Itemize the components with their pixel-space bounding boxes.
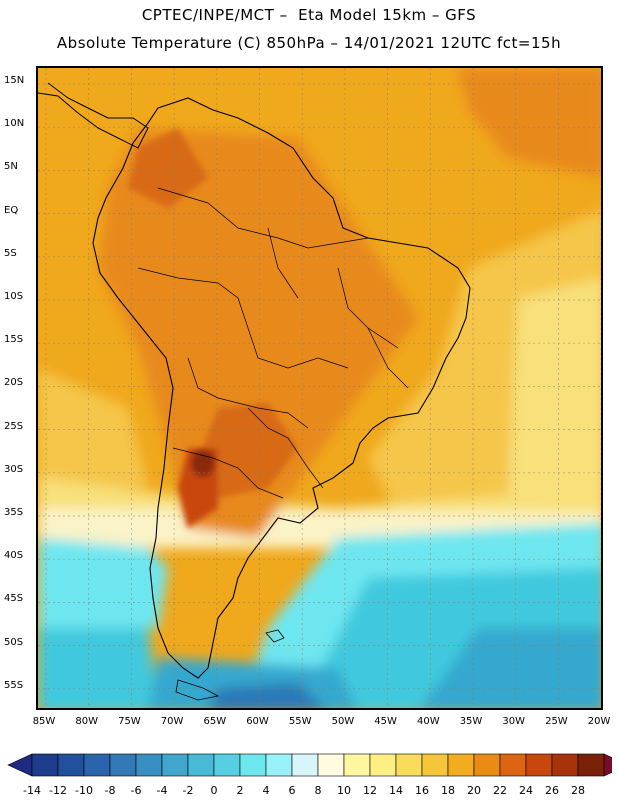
longitude-label: 40W <box>416 716 440 727</box>
colorbar-tick-label: 14 <box>389 784 403 797</box>
field-hotspot <box>191 449 215 477</box>
longitude-label: 45W <box>374 716 397 727</box>
colorbar-cell <box>83 753 111 777</box>
colorbar-cell <box>57 753 85 777</box>
longitude-label: 35W <box>459 716 483 727</box>
tierra-del-fuego <box>175 679 220 701</box>
colorbar-cell <box>473 753 501 777</box>
colorbar-tick-label: 26 <box>545 784 559 797</box>
colorbar-cell <box>447 753 475 777</box>
colorbar-tick-label: -6 <box>130 784 142 797</box>
colorbar-cell <box>239 753 267 777</box>
colorbar-tick-label: 24 <box>519 784 533 797</box>
map-title-line-1: CPTEC/INPE/MCT – Eta Model 15km – GFS <box>141 6 477 24</box>
colorbar-tick-label: 28 <box>571 784 585 797</box>
longitude-label: 70W <box>160 716 184 727</box>
colorbar-cell <box>187 753 215 777</box>
colorbar-tick-label: -14 <box>23 784 41 797</box>
colorbar-tick-label: -10 <box>75 784 93 797</box>
colorbar-tick-label: 12 <box>363 784 377 797</box>
map-panel <box>36 66 603 710</box>
colorbar-cell <box>265 753 293 777</box>
latitude-label: 45S <box>4 593 24 605</box>
colorbar-cell <box>421 753 449 777</box>
latitude-label: EQ <box>4 204 19 216</box>
longitude-label: 55W <box>288 716 312 727</box>
graticule <box>38 68 601 708</box>
country-borders <box>137 187 409 499</box>
longitude-label: 65W <box>203 716 227 727</box>
colorbar-tick-label: 4 <box>262 784 270 797</box>
colorbar-cell <box>31 753 59 777</box>
field-sw-aqua <box>38 628 158 708</box>
colorbar-cell <box>109 753 137 777</box>
latitude-label: 35S <box>4 507 24 518</box>
latitude-label: 50S <box>4 636 24 648</box>
colorbar-cell <box>317 753 345 777</box>
colorbar-cell <box>161 753 189 777</box>
temperature-colorbar <box>7 753 612 777</box>
field-atlantic-yellow <box>508 278 601 498</box>
latitude-label: 30S <box>4 463 24 475</box>
longitude-label: 50W <box>331 716 355 727</box>
central-america-coastline <box>38 82 149 149</box>
colorbar-cell <box>343 753 371 777</box>
colorbar-tick-label: -4 <box>156 784 168 797</box>
colorbar-tick-label: 8 <box>314 784 322 797</box>
latitude-label: 10N <box>4 118 25 130</box>
field-se-teal <box>420 628 601 708</box>
colorbar-left-arrow <box>7 753 33 777</box>
latitude-label: 40S <box>4 550 24 562</box>
field-drake-blue <box>209 683 324 708</box>
latitude-label: 20S <box>4 377 24 389</box>
longitude-label: 30W <box>502 716 525 727</box>
colorbar-right-arrow <box>603 753 612 777</box>
colorbar-tick-label: 20 <box>467 784 481 797</box>
longitude-label: 75W <box>118 716 141 727</box>
colorbar-tick-label: 2 <box>236 784 244 797</box>
colorbar-tick-label: 10 <box>337 784 351 797</box>
colorbar-tick-label: -2 <box>182 784 194 797</box>
colorbar-cell <box>369 753 397 777</box>
field-chaco-hot <box>198 403 298 498</box>
field-ne-ocean-hot <box>458 68 601 178</box>
latitude-label: 5S <box>4 247 17 259</box>
colorbar-cell <box>213 753 241 777</box>
longitude-label: 60W <box>246 716 269 727</box>
colorbar-tick-label: 0 <box>210 784 218 797</box>
colorbar-tick-label: 22 <box>493 784 507 797</box>
colorbar-cell <box>395 753 423 777</box>
colorbar-cell <box>525 753 553 777</box>
colorbar-tick-label: -12 <box>49 784 67 797</box>
latitude-label: 55S <box>4 679 24 691</box>
field-sw-cyan <box>38 538 168 628</box>
latitude-label: 25S <box>4 420 24 432</box>
colorbar-cell <box>135 753 163 777</box>
colorbar-cell <box>499 753 527 777</box>
longitude-label: 25W <box>545 716 568 727</box>
latitude-label: 5N <box>4 161 18 173</box>
colorbar-cell <box>551 753 579 777</box>
latitude-label: 10S <box>4 291 24 302</box>
longitude-label: 80W <box>75 716 98 727</box>
colorbar-tick-label: 6 <box>288 784 296 797</box>
map-title-line-2: Absolute Temperature (C) 850hPa – 14/01/… <box>56 34 562 52</box>
colorbar-tick-label: 18 <box>441 784 455 797</box>
colorbar-cell <box>577 753 605 777</box>
colorbar-cell <box>291 753 319 777</box>
latitude-label: 15S <box>4 334 24 346</box>
field-north-hot <box>128 128 208 208</box>
field-pacific-amber <box>38 368 148 488</box>
latitude-label: 15N <box>4 75 25 86</box>
field-continent-hot <box>98 128 418 538</box>
longitude-label: 85W <box>32 716 56 727</box>
temperature-map <box>38 68 601 708</box>
colorbar-tick-label: -8 <box>104 784 116 797</box>
falkland-islands <box>265 629 285 643</box>
south-america-coastline <box>92 97 471 679</box>
colorbar-tick-label: 16 <box>415 784 429 797</box>
longitude-label: 20W <box>587 716 611 727</box>
